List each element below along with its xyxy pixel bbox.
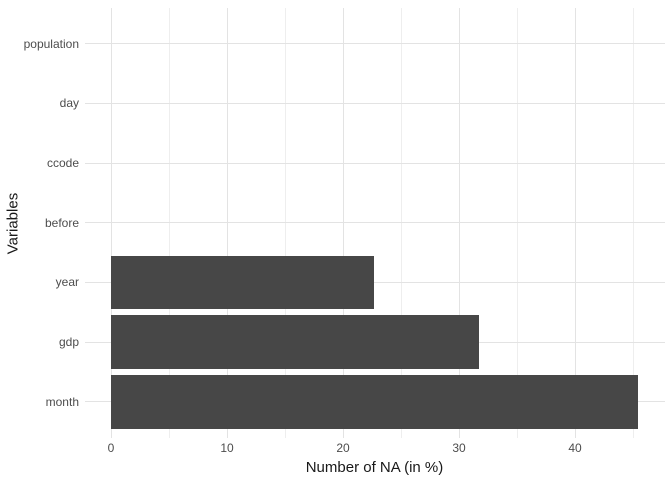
gridline-y (84, 162, 665, 164)
y-tick-label: day (59, 96, 79, 111)
y-tick-label: gdp (58, 335, 79, 350)
gridline-y (84, 281, 665, 283)
x-tick-label: 0 (107, 441, 115, 455)
gridline-y (84, 102, 665, 104)
x-axis-title: Number of NA (in %) (305, 459, 444, 476)
gridline-y (84, 222, 665, 224)
bar (111, 255, 375, 310)
x-tick-label: 40 (568, 441, 582, 455)
x-tick-label: 10 (220, 441, 234, 455)
x-tick-label: 30 (452, 441, 466, 455)
y-tick-label: population (23, 36, 79, 51)
x-tick-label: 20 (336, 441, 350, 455)
bar (111, 374, 638, 429)
plot-panel (84, 8, 665, 438)
gridline-y (84, 43, 665, 45)
y-axis-title: Variables (4, 192, 22, 255)
y-tick-label: month (45, 394, 79, 409)
bar (111, 315, 479, 369)
